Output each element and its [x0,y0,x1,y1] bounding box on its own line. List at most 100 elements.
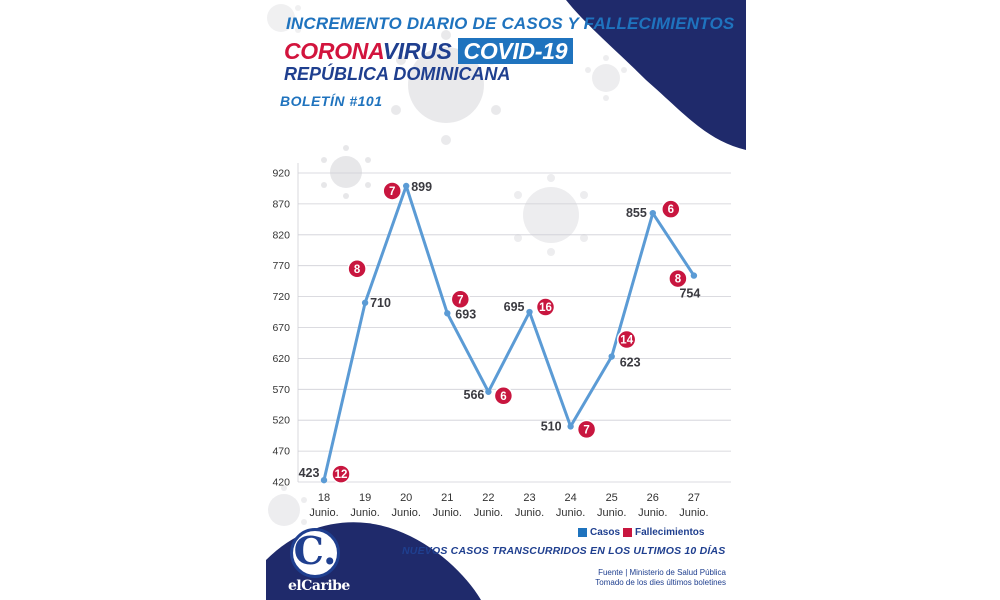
x-tick-month: Junio. [597,507,626,519]
deaths-badge [493,386,514,406]
cases-series-line [322,184,696,481]
data-label-deaths: 6 [500,391,506,403]
data-label-cases: 566 [464,388,485,402]
y-tick-label: 670 [272,322,290,334]
x-tick-month: Junio. [515,507,544,519]
data-label-deaths: 7 [583,424,589,436]
y-tick-label: 620 [272,353,290,365]
logo-text: elCaribe [288,578,350,594]
data-label-cases: 693 [455,307,476,321]
x-tick-day: 23 [523,492,535,504]
virus-icon [267,4,301,33]
y-tick-label: 770 [272,260,290,272]
data-label-cases: 754 [679,287,700,301]
x-tick-day: 18 [318,492,330,504]
legend-deaths-label: Fallecimientos [635,527,705,538]
x-tick-month: Junio. [350,507,379,519]
y-tick-label: 420 [272,477,290,489]
source-note: Tomado de los dies últimos boletines [595,578,726,587]
virus-icon [391,30,501,145]
virus-icon [585,55,627,101]
y-tick-label: 570 [272,384,290,396]
virus-text: VIRUS [382,38,452,64]
x-tick-month: Junio. [309,507,338,519]
deaths-badge [661,199,681,219]
data-point [485,388,492,395]
data-label-deaths: 14 [620,335,633,347]
y-tick-label: 920 [272,168,290,180]
data-point [320,476,328,484]
data-point [690,272,698,279]
virus-icon [268,485,307,526]
x-tick-day: 26 [647,492,659,504]
logo-letter: C. [293,528,337,573]
data-label-deaths: 12 [335,469,348,481]
y-tick-label: 470 [272,446,290,458]
x-tick-day: 22 [482,492,494,504]
data-point [361,299,369,306]
data-label-cases: 695 [504,300,525,314]
legend-cases: Casos [578,527,620,538]
deaths-badge [450,289,471,310]
data-label-cases: 855 [626,206,647,220]
data-label-deaths: 7 [389,186,395,198]
data-label-cases: 623 [620,356,641,370]
y-tick-label: 520 [272,415,290,427]
data-point [444,310,451,317]
data-label-cases: 899 [411,180,432,194]
data-label-deaths: 8 [675,274,682,286]
deaths-badge [576,419,597,440]
deaths-badge [616,329,637,350]
data-point [403,182,410,190]
data-label-cases: 510 [541,419,562,433]
data-point [649,209,656,217]
virus-icon [514,174,588,256]
source-line: Fuente | Ministerio de Salud Pública [598,568,726,577]
bulletin-number: BOLETÍN #101 [280,93,383,109]
legend-cases-swatch [578,528,587,537]
legend-deaths-swatch [623,528,632,537]
deaths-badge [331,464,351,484]
covid-badge: COVID-19 [457,38,574,64]
deaths-badge [535,297,556,317]
legend-deaths: Fallecimientos [623,527,704,538]
x-tick-day: 25 [606,492,618,504]
data-point [608,353,615,360]
x-tick-day: 27 [688,492,700,504]
data-point [526,308,533,316]
chart-subtitle: CORONAVIRUS COVID-19 [284,38,574,65]
background-decoration [266,0,746,600]
x-tick-day: 21 [441,492,453,504]
deaths-badge [382,181,402,201]
data-label-deaths: 8 [354,264,361,276]
virus-icon [321,145,371,199]
x-tick-month: Junio. [679,507,708,519]
data-label-deaths: 16 [539,302,552,314]
data-label-deaths: 6 [668,204,674,216]
footer-title: NUEVOS CASOS TRANSCURRIDOS EN LOS ULTIMO… [402,545,726,557]
x-tick-month: Junio. [556,507,585,519]
x-tick-day: 19 [359,492,371,504]
x-tick-month: Junio. [392,507,421,519]
data-label-deaths: 7 [457,294,463,306]
chart-title: INCREMENTO DIARIO DE CASOS Y FALLECIMIEN… [286,14,735,33]
x-tick-month: Junio. [638,507,667,519]
infographic-card: INCREMENTO DIARIO DE CASOS Y FALLECIMIEN… [266,0,746,600]
x-tick-month: Junio. [474,507,503,519]
x-tick-month: Junio. [433,507,462,519]
y-tick-label: 720 [272,291,290,303]
data-label-cases: 423 [299,466,320,480]
x-tick-day: 24 [564,492,576,504]
deaths-badge [668,268,688,289]
data-point [567,423,574,430]
logo-icon: C. [290,528,340,578]
country-title: REPÚBLICA DOMINICANA [284,64,511,84]
legend-cases-label: Casos [590,527,621,538]
deaths-badge [347,259,367,279]
corona-text: CORONA [284,38,383,64]
y-tick-label: 820 [272,229,290,241]
data-label-cases: 710 [370,296,391,310]
y-tick-label: 870 [272,198,290,210]
x-tick-day: 20 [400,492,412,504]
